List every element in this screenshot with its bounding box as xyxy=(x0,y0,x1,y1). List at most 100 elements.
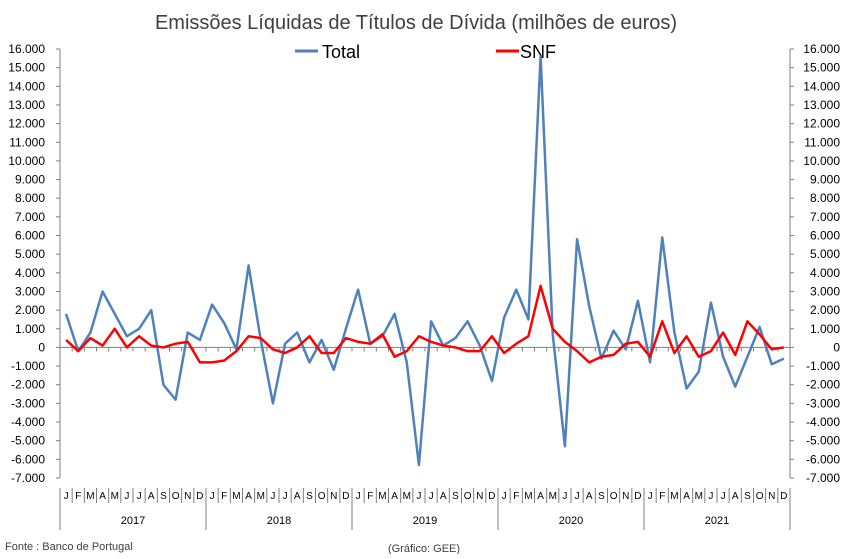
month-label: F xyxy=(75,491,81,502)
y-tick-label-right: 2.000 xyxy=(810,303,840,317)
month-label: O xyxy=(172,491,180,502)
y-tick-label-left: 6.000 xyxy=(15,229,45,243)
year-label: 2020 xyxy=(559,515,583,527)
month-label: A xyxy=(245,491,252,502)
y-tick-label-right: 9.000 xyxy=(810,173,840,187)
month-label: D xyxy=(780,491,787,502)
month-label: A xyxy=(586,491,593,502)
month-label: M xyxy=(695,491,703,502)
y-tick-label-left: -2.000 xyxy=(11,378,45,392)
month-label: D xyxy=(634,491,641,502)
month-label: F xyxy=(221,491,227,502)
month-label: M xyxy=(378,491,386,502)
month-label: J xyxy=(575,491,580,502)
month-label: M xyxy=(257,491,265,502)
y-tick-label-left: 13.000 xyxy=(8,98,45,112)
y-tick-label-right: -7.000 xyxy=(806,471,840,485)
y-tick-label-left: 4.000 xyxy=(15,266,45,280)
y-tick-label-right: 1.000 xyxy=(810,322,840,336)
month-label: F xyxy=(513,491,519,502)
y-tick-label-left: 16.000 xyxy=(8,42,45,56)
month-label: N xyxy=(184,491,191,502)
y-tick-label-left: -4.000 xyxy=(11,415,45,429)
y-tick-label-left: 15.000 xyxy=(8,61,45,75)
month-label: O xyxy=(610,491,618,502)
y-tick-label-left: 12.000 xyxy=(8,117,45,131)
month-label: J xyxy=(270,491,275,502)
month-label: M xyxy=(670,491,678,502)
y-tick-label-right: 7.000 xyxy=(810,210,840,224)
month-label: A xyxy=(440,491,447,502)
month-label: D xyxy=(488,491,495,502)
month-label: M xyxy=(232,491,240,502)
y-tick-label-left: 10.000 xyxy=(8,154,45,168)
month-label: F xyxy=(367,491,373,502)
month-label: N xyxy=(330,491,337,502)
month-label: S xyxy=(306,491,313,502)
month-label: O xyxy=(464,491,472,502)
y-tick-label-left: 7.000 xyxy=(15,210,45,224)
y-tick-label-right: 3.000 xyxy=(810,284,840,298)
y-tick-label-left: 1.000 xyxy=(15,322,45,336)
y-tick-label-left: 8.000 xyxy=(15,191,45,205)
y-tick-label-left: 11.000 xyxy=(9,135,45,149)
month-label: M xyxy=(549,491,557,502)
y-tick-label-right: -3.000 xyxy=(806,396,840,410)
month-label: M xyxy=(111,491,119,502)
y-tick-label-left: 3.000 xyxy=(15,284,45,298)
y-tick-label-right: 12.000 xyxy=(803,117,840,131)
year-label: 2018 xyxy=(267,515,291,527)
y-tick-label-right: 16.000 xyxy=(803,42,840,56)
y-tick-label-right: 8.000 xyxy=(810,191,840,205)
month-label: N xyxy=(476,491,483,502)
y-tick-label-right: 11.000 xyxy=(804,135,840,149)
credit-note: (Gráfico: GEE) xyxy=(388,543,460,554)
legend-total-label: Total xyxy=(322,42,360,62)
month-label: A xyxy=(148,491,155,502)
y-tick-label-left: -1.000 xyxy=(11,359,45,373)
month-label: A xyxy=(99,491,106,502)
month-label: J xyxy=(429,491,434,502)
y-tick-label-left: -3.000 xyxy=(11,396,45,410)
y-tick-label-right: 0 xyxy=(833,340,840,354)
y-axis-left: 16.000 15.000 14.000 13.000 12.000 11.000 10.0… xyxy=(8,42,61,485)
y-tick-label-left: -7.000 xyxy=(11,471,45,485)
y-tick-label-right: -5.000 xyxy=(806,434,840,448)
chart-title: Emissões Líquidas de Títulos de Dívida (… xyxy=(155,12,677,34)
month-label: J xyxy=(210,491,215,502)
month-label: J xyxy=(124,491,129,502)
month-label: S xyxy=(744,491,751,502)
y-tick-label-right: 4.000 xyxy=(810,266,840,280)
month-label: A xyxy=(732,491,739,502)
month-label: A xyxy=(294,491,301,502)
y-tick-label-right: 6.000 xyxy=(810,229,840,243)
year-label: 2021 xyxy=(705,515,729,527)
y-tick-label-left: -5.000 xyxy=(11,434,45,448)
series-layer xyxy=(64,55,785,467)
month-label: J xyxy=(708,491,713,502)
month-label: J xyxy=(356,491,361,502)
y-tick-label-left: -6.000 xyxy=(11,452,45,466)
y-tick-label-left: 9.000 xyxy=(15,173,45,187)
month-label: A xyxy=(683,491,690,502)
y-axis-right: 16.000 15.000 14.000 13.000 12.000 11.000 10.0… xyxy=(789,42,840,485)
y-tick-label-right: 10.000 xyxy=(803,154,840,168)
month-label: O xyxy=(756,491,764,502)
month-label: M xyxy=(86,491,94,502)
y-tick-label-right: -6.000 xyxy=(806,452,840,466)
month-label: S xyxy=(160,491,167,502)
year-label: 2019 xyxy=(413,515,437,527)
month-label: J xyxy=(502,491,507,502)
month-label: N xyxy=(768,491,775,502)
month-label: N xyxy=(622,491,629,502)
y-tick-label-right: 5.000 xyxy=(810,247,840,261)
source-note: Fonte : Banco de Portugal xyxy=(5,541,133,553)
month-label: M xyxy=(524,491,532,502)
y-tick-label-left: 0 xyxy=(38,340,45,354)
month-label: J xyxy=(283,491,288,502)
y-tick-label-right: -1.000 xyxy=(806,359,840,373)
month-label: F xyxy=(659,491,665,502)
y-tick-label-right: -4.000 xyxy=(806,415,840,429)
